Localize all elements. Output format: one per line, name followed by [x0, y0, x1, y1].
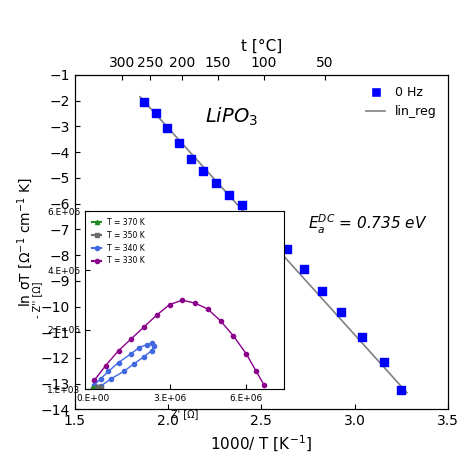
Text: $LiPO_3$: $LiPO_3$	[205, 106, 258, 128]
0 Hz	[397, 386, 405, 394]
Legend: 0 Hz, lin_reg: 0 Hz, lin_reg	[361, 81, 442, 123]
0 Hz	[212, 179, 219, 187]
Y-axis label: - Z'' [Ω]: - Z'' [Ω]	[32, 282, 42, 318]
Text: E$_a^{DC}$ = 0.735 eV: E$_a^{DC}$ = 0.735 eV	[308, 212, 428, 236]
0 Hz	[300, 265, 308, 273]
X-axis label: t [°C]: t [°C]	[241, 38, 282, 53]
0 Hz	[283, 245, 291, 252]
0 Hz	[140, 98, 148, 106]
0 Hz	[238, 201, 246, 209]
0 Hz	[164, 124, 171, 131]
0 Hz	[225, 191, 233, 198]
Legend: T = 370 K, T = 350 K, T = 340 K, T = 330 K: T = 370 K, T = 350 K, T = 340 K, T = 330…	[89, 215, 148, 268]
0 Hz	[268, 232, 275, 240]
0 Hz	[152, 110, 159, 117]
0 Hz	[318, 287, 326, 295]
Y-axis label: ln σT [Ω$^{-1}$ cm$^{-1}$ K]: ln σT [Ω$^{-1}$ cm$^{-1}$ K]	[15, 177, 35, 307]
0 Hz	[358, 333, 366, 341]
0 Hz	[380, 358, 387, 366]
0 Hz	[337, 308, 345, 316]
0 Hz	[187, 155, 195, 162]
X-axis label: 1000/ T [K$^{-1}$]: 1000/ T [K$^{-1}$]	[210, 434, 312, 454]
0 Hz	[200, 167, 207, 175]
0 Hz	[253, 217, 261, 224]
0 Hz	[175, 139, 182, 147]
X-axis label: Z' [Ω]: Z' [Ω]	[171, 408, 199, 419]
